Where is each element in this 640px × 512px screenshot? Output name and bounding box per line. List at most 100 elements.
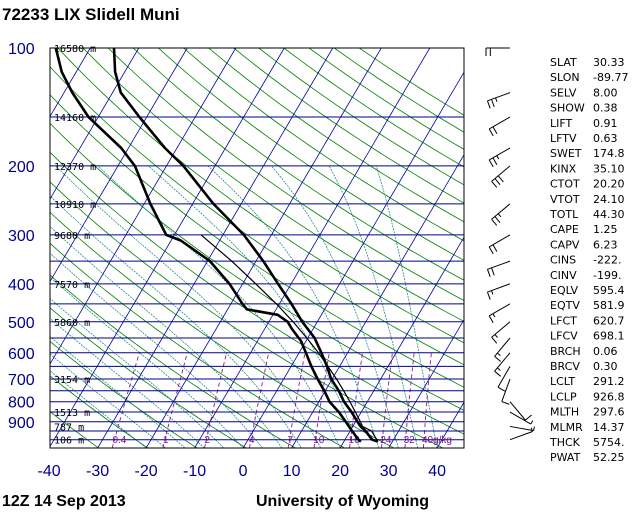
index-value: 24.10 (593, 193, 625, 206)
index-name: EQTV (550, 299, 580, 312)
moist-adiabat-line (375, 165, 438, 448)
wind-barb-staff (494, 352, 511, 372)
index-name: THCK (549, 436, 581, 449)
wind-barb (488, 147, 511, 168)
pressure-tick-label: 900 (8, 415, 35, 432)
moist-adiabat-line (50, 252, 263, 448)
moist-adiabat-line (55, 165, 322, 448)
wind-barb-flag (491, 99, 495, 108)
wind-barb (494, 337, 511, 362)
wind-barb-half-flag (533, 426, 535, 431)
mixing-ratio-line (162, 352, 188, 448)
wind-barb-staff (487, 283, 511, 293)
index-value: 0.63 (593, 132, 618, 145)
isotherm-line (339, 236, 464, 448)
wind-barb-staff (491, 321, 511, 338)
wind-barb-flag (497, 386, 506, 392)
wind-barb-flag (491, 336, 498, 344)
wind-barb-staff (491, 165, 511, 182)
index-name: CINV (550, 269, 577, 282)
index-value: 35.10 (593, 162, 625, 175)
mixing-ratio-label: 0.4 (112, 435, 126, 446)
temperature-tick-label: -10 (183, 463, 206, 480)
index-name: CTOT (550, 178, 580, 191)
isotherm-line (50, 48, 285, 448)
isotherm-line (145, 48, 382, 448)
wind-barb-flag (494, 178, 501, 186)
isotherm-line (50, 48, 237, 365)
wind-barb (485, 47, 510, 56)
height-label: 1513 m (54, 408, 90, 419)
dry-adiabat-line (50, 307, 247, 448)
wind-barb-staff (501, 378, 511, 402)
dry-adiabat-line (107, 48, 464, 302)
height-label: 14160 m (54, 113, 96, 124)
wind-barb-flag (488, 315, 494, 324)
wind-barb-half-flag (494, 334, 498, 338)
dry-adiabat-line (50, 375, 149, 448)
moist-adiabat-line (50, 353, 166, 448)
wind-barb-flag (491, 218, 498, 226)
index-value: 698.1 (593, 330, 625, 343)
height-label: 16580 m (54, 44, 96, 55)
temperature-tick-label: -30 (86, 463, 109, 480)
index-name: LFTV (550, 132, 577, 145)
pressure-tick-label: 800 (8, 395, 35, 412)
isotherm-line (388, 318, 464, 448)
temperature-tick-label: -20 (135, 463, 158, 480)
pressure-tick-label: 200 (8, 159, 35, 176)
index-value: 0.38 (593, 102, 618, 115)
isotherm-line (50, 48, 140, 200)
index-value: 8.00 (593, 86, 618, 99)
index-name: MLMR (550, 421, 583, 434)
wind-barb (509, 401, 532, 421)
index-value: 595.4 (593, 284, 625, 297)
mixing-ratio-line (422, 352, 432, 448)
dry-adiabat-line (82, 48, 464, 322)
wind-barb (491, 203, 511, 226)
height-label: 3154 m (54, 375, 90, 386)
index-value: 5754. (593, 436, 625, 449)
height-label: 5860 m (54, 318, 90, 329)
dry-adiabat-line (50, 66, 464, 366)
index-name: LCLT (550, 375, 575, 388)
index-value: 0.06 (593, 345, 618, 358)
wind-barb-staff (488, 234, 511, 248)
wind-barb-staff (509, 431, 533, 441)
mixing-ratio-label: 7 (287, 435, 293, 446)
pressure-tick-label: 600 (8, 346, 35, 363)
dry-adiabat-line (308, 48, 464, 150)
isobars (50, 48, 464, 448)
index-name: LFCT (550, 314, 577, 327)
mixing-ratio-label: 24 (380, 435, 392, 446)
index-name: TOTL (549, 208, 579, 221)
index-name: CAPE (550, 223, 579, 236)
footer-time: 12Z 14 Sep 2013 (2, 493, 126, 510)
wind-barb (497, 366, 511, 392)
wind-barb-staff (509, 411, 532, 425)
temperature-tick-label: -40 (38, 463, 61, 480)
plot-frame (49, 47, 465, 449)
wind-barb-flag (486, 269, 491, 278)
dry-adiabat-line (158, 48, 464, 261)
index-name: LCLP (550, 390, 577, 403)
index-name: CAPV (550, 238, 580, 251)
index-name: MLTH (550, 406, 579, 419)
wind-barb-half-flag (491, 290, 494, 295)
wind-barb-staff (494, 337, 511, 357)
wind-barb (509, 411, 534, 425)
pressure-axis: 100 200 300 400 500 600 700 800 900 (8, 41, 35, 432)
moist-adiabat-line (328, 165, 419, 448)
index-value: 0.91 (593, 117, 618, 130)
index-value: -222. (593, 254, 621, 267)
parcel-path (200, 234, 379, 442)
wind-barb-staff (509, 401, 526, 421)
index-value: 52.25 (593, 451, 625, 464)
mixing-ratio-line (204, 352, 227, 448)
pressure-tick-label: 700 (8, 372, 35, 389)
mixing-ratio-label: 4 (249, 435, 255, 446)
moist-adiabat-line (207, 165, 380, 448)
index-name: BRCV (550, 360, 580, 373)
temperature-tick-label: 30 (380, 463, 398, 480)
